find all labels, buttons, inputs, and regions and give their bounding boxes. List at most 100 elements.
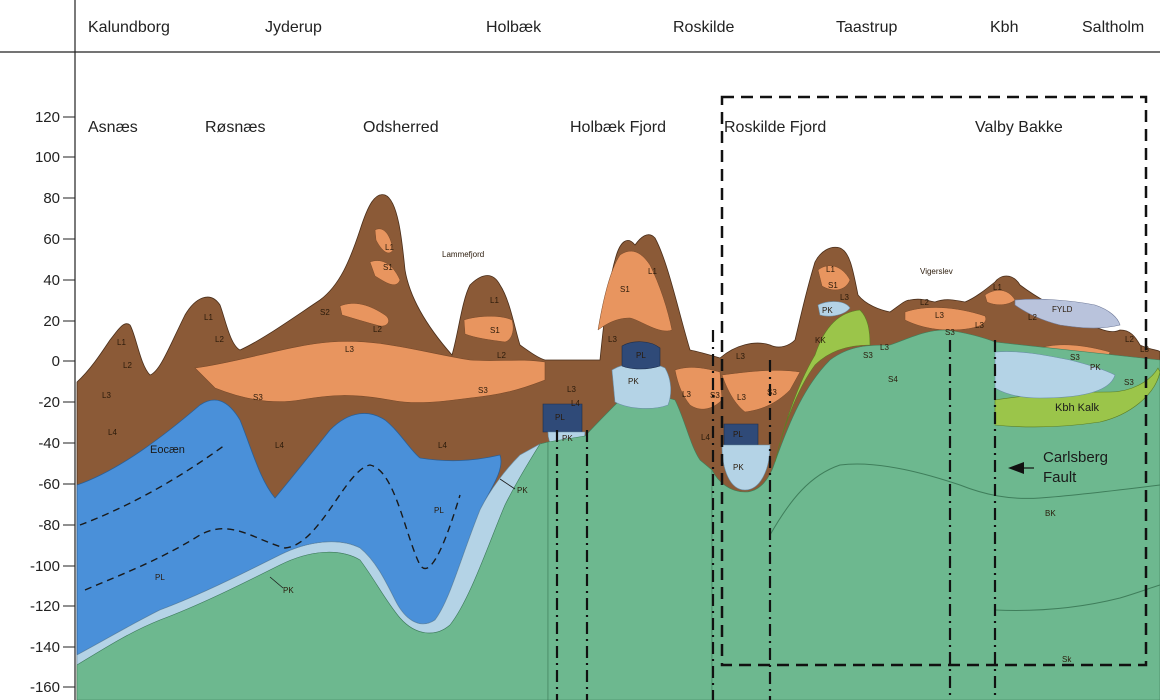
dark-clay-fjord [621,341,661,370]
lammefjord-label: Lammefjord [442,250,484,259]
town-label: Jyderup [265,19,322,36]
y-tick-label: -60 [38,476,60,493]
unit-label: L4 [438,441,447,450]
sand-layer-S1-holbaek [597,250,673,332]
unit-label: PL [555,413,565,422]
unit-label: KK [815,336,826,345]
y-tick-label: -40 [38,435,60,452]
unit-label: L1 [490,296,499,305]
y-tick-label: -20 [38,394,60,411]
place-label: Valby Bakke [975,119,1063,136]
unit-label: PK [517,486,528,495]
y-tick: 100 [35,149,75,166]
unit-label: S3 [863,351,873,360]
y-tick-label: -100 [30,558,60,575]
unit-label: L4 [275,441,284,450]
y-tick-label: 20 [43,313,60,330]
place-label: Holbæk Fjord [570,119,666,136]
unit-label: L2 [123,361,132,370]
unit-label: L3 [935,311,944,320]
palaeocene-clay-PK-roskilde [721,444,771,491]
unit-label: L3 [1140,345,1149,354]
unit-label: S2 [320,308,330,317]
y-tick: 120 [35,109,75,126]
unit-label: L3 [682,390,691,399]
sand-lens-S1b [374,228,394,254]
unit-label: L4 [701,433,710,442]
unit-label: L2 [497,351,506,360]
sand-lens-S1-valby-west [817,265,851,291]
unit-label: L1 [648,267,657,276]
unit-label: L1 [385,243,394,252]
unit-label: PL [155,573,165,582]
town-label: Kalundborg [88,19,170,36]
unit-label: PK [283,586,294,595]
y-tick-label: 40 [43,272,60,289]
unit-label: PK [1090,363,1101,372]
limestone-KK [774,309,871,463]
kbh-kalk-label: Kbh Kalk [1055,402,1100,414]
sand-lens-S2 [339,303,389,327]
palaeocene-clay-PK-valby [817,301,851,317]
unit-label: L2 [1028,313,1037,322]
y-tick-label: 60 [43,231,60,248]
bedrock-boundary-upper [769,463,1160,536]
unit-label: S3 [1124,378,1134,387]
town-label: Kbh [990,19,1018,36]
bedrock-west [76,441,549,700]
unit-label: L3 [880,343,889,352]
unit-label: L1 [117,338,126,347]
section-layers [76,194,1160,700]
sand-layer-S3-roskilde [721,370,801,413]
unit-label: PL [636,351,646,360]
y-tick: -160 [30,679,75,696]
unit-label: S3 [767,388,777,397]
study-area-box [720,95,1148,667]
unit-label: S1 [490,326,500,335]
place-label: Asnæs [88,119,138,136]
y-tick: 40 [43,272,75,289]
unit-label: PL [434,506,444,515]
palaeocene-clay-PK-fjord [611,362,671,409]
place-label: Røsnæs [205,119,265,136]
y-axis: 120 100 80 60 40 20 0 -20 -40 -60 -80 -1… [30,109,75,696]
palaeocene-clay-PK-kbh [994,351,1116,399]
unit-label: L2 [215,335,224,344]
town-label: Saltholm [1082,19,1144,36]
y-tick-label: 120 [35,109,60,126]
arrow-left-icon [1008,462,1024,474]
unit-label: S1 [620,285,630,294]
y-tick: 60 [43,231,75,248]
unit-label: S3 [710,391,720,400]
place-label: Roskilde Fjord [724,119,826,136]
unit-label: L1 [993,283,1002,292]
vigerslev-label: Vigerslev [920,267,953,276]
unit-label: PK [733,463,744,472]
unit-label: L2 [920,298,929,307]
sand-lens-S3-taastrup [904,307,986,331]
unit-label: L3 [840,293,849,302]
eocene-label: Eocæn [150,444,185,456]
unit-labels: L3 L4 L1 L2 L1 L2 S3 L4 S2 L3 L2 S1 L1 L… [102,243,1149,664]
pk-leader-line [499,478,516,490]
unit-label: S3 [478,386,488,395]
y-tick: -100 [30,558,75,575]
unit-label: L4 [571,399,580,408]
unit-label: S3 [945,328,955,337]
sand-lens-S1-lammefjord [463,316,514,343]
unit-label: L2 [1125,335,1134,344]
y-tick: 0 [52,353,75,370]
unit-label: S1 [828,281,838,290]
unit-label: PL [733,430,743,439]
y-tick: -20 [38,394,75,411]
bedrock-boundary-lower [994,584,1160,611]
unit-label: PK [628,377,639,386]
unit-label: L2 [373,325,382,334]
fyld-label: FYLD [1052,305,1073,314]
fill-layer-FYLD [1014,298,1121,329]
eocene-dashed-boundary [79,444,226,526]
unit-label: L3 [975,321,984,330]
y-tick: 80 [43,190,75,207]
sand-lens-S1 [369,260,401,285]
